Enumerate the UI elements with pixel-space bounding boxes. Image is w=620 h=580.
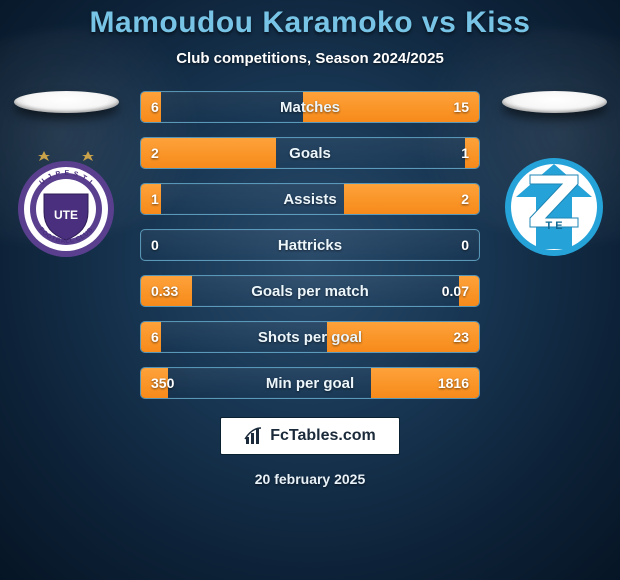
stat-bar-right [371, 368, 479, 398]
stat-bar-left [141, 368, 168, 398]
stat-label: Hattricks [141, 230, 479, 260]
main-row: UTE U J P E S T I FOOTBALL CLUB 615Match… [0, 91, 620, 399]
zte-crest-icon: T E [504, 149, 604, 259]
stat-row: 12Assists [140, 183, 480, 215]
ujpest-crest-icon: UTE U J P E S T I FOOTBALL CLUB [16, 149, 116, 259]
stat-bar-right [465, 138, 479, 168]
svg-text:UTE: UTE [54, 208, 78, 222]
stat-row: 623Shots per goal [140, 321, 480, 353]
right-club-crest: T E [504, 149, 604, 259]
date-line: 20 february 2025 [0, 471, 620, 487]
stat-row: 615Matches [140, 91, 480, 123]
bar-chart-icon [244, 426, 264, 446]
stat-bar-left [141, 138, 276, 168]
page-subtitle: Club competitions, Season 2024/2025 [0, 50, 620, 67]
stat-bar-left [141, 92, 161, 122]
stat-value-left: 0 [151, 230, 159, 260]
stat-bar-left [141, 184, 161, 214]
comparison-card: Mamoudou Karamoko vs Kiss Club competiti… [0, 0, 620, 580]
stat-bar-left [141, 322, 161, 352]
stat-bar-right [327, 322, 479, 352]
stat-value-right: 0 [461, 230, 469, 260]
stat-bar-right [344, 184, 479, 214]
right-side: T E [494, 91, 614, 259]
left-side: UTE U J P E S T I FOOTBALL CLUB [6, 91, 126, 259]
brand-text: FcTables.com [270, 427, 376, 445]
pedestal-disc-right [502, 91, 607, 113]
stat-column: 615Matches 21Goals 12Assists 0 0Hattricks 0.3… [136, 91, 484, 399]
stat-label: Goals per match [141, 276, 479, 306]
stat-bar-right [303, 92, 479, 122]
left-club-crest: UTE U J P E S T I FOOTBALL CLUB [16, 149, 116, 259]
page-title: Mamoudou Karamoko vs Kiss [0, 6, 620, 40]
fctables-brand-box: FcTables.com [220, 417, 400, 455]
svg-text:T E: T E [545, 220, 562, 232]
stat-bar-right [459, 276, 479, 306]
stat-bar-left [141, 276, 192, 306]
stat-row: 21Goals [140, 137, 480, 169]
pedestal-disc-left [14, 91, 119, 113]
stat-row: 0 0Hattricks [140, 229, 480, 261]
stat-row: 0.330.07Goals per match [140, 275, 480, 307]
stat-row: 3501816Min per goal [140, 367, 480, 399]
